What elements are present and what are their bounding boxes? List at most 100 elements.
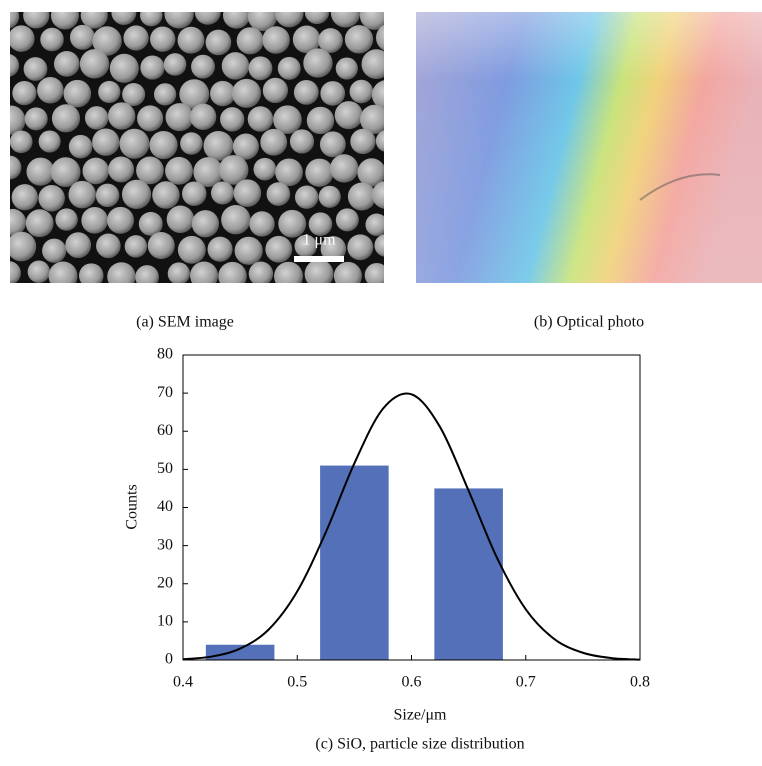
particle xyxy=(290,129,314,153)
particle xyxy=(23,2,49,28)
particle xyxy=(164,53,187,76)
particle xyxy=(265,236,292,263)
particle xyxy=(345,25,373,53)
particle xyxy=(164,0,193,28)
particle xyxy=(148,232,175,259)
particle xyxy=(137,105,163,131)
particle xyxy=(260,129,287,156)
particle xyxy=(168,262,190,284)
particle xyxy=(8,25,34,51)
particle xyxy=(262,26,290,54)
particle xyxy=(320,131,346,157)
particle xyxy=(218,262,247,291)
particle xyxy=(208,237,233,262)
y-tick-label: 20 xyxy=(157,574,173,591)
figure: 1 μm (a) SEM image (b) Optical photo (c)… xyxy=(0,0,762,761)
particle xyxy=(178,236,206,264)
y-tick-label: 10 xyxy=(157,613,173,630)
particle xyxy=(140,4,162,26)
particle xyxy=(350,80,374,104)
particle xyxy=(210,81,235,106)
particle xyxy=(232,79,261,108)
x-tick-label: 0.7 xyxy=(516,674,536,691)
particle xyxy=(222,52,250,80)
particle xyxy=(221,205,250,234)
particle xyxy=(275,158,303,186)
particle xyxy=(376,23,405,52)
particle xyxy=(254,158,277,181)
particle xyxy=(122,83,145,106)
particle xyxy=(80,49,109,78)
particle xyxy=(26,209,54,237)
particle xyxy=(122,180,151,209)
particle xyxy=(125,235,147,257)
particle xyxy=(267,182,291,206)
particle xyxy=(248,106,273,131)
particle xyxy=(64,80,92,108)
particle xyxy=(305,159,333,187)
particle xyxy=(40,28,64,52)
particle xyxy=(263,78,288,103)
particle xyxy=(235,237,263,265)
particle xyxy=(7,232,37,262)
particle xyxy=(278,57,301,80)
particle xyxy=(211,181,234,204)
fit-curve xyxy=(183,393,640,659)
y-tick-label: 40 xyxy=(157,498,173,515)
particle xyxy=(92,129,119,156)
particle xyxy=(38,185,65,212)
particle xyxy=(165,157,193,185)
particle xyxy=(330,154,358,182)
x-tick-label: 0.5 xyxy=(287,674,307,691)
particle xyxy=(52,104,80,132)
particle xyxy=(192,210,219,237)
particle xyxy=(182,181,206,205)
particle xyxy=(85,106,108,129)
particle xyxy=(28,261,50,283)
particle xyxy=(123,25,148,50)
particle xyxy=(37,77,64,104)
particle xyxy=(149,131,177,159)
particle xyxy=(110,54,139,83)
particle xyxy=(152,181,179,208)
particle xyxy=(167,206,195,234)
particle xyxy=(305,260,334,289)
x-tick-label: 0.4 xyxy=(173,674,193,691)
particle xyxy=(336,208,359,231)
particle xyxy=(83,158,110,185)
y-tick-label: 80 xyxy=(157,346,173,363)
particle xyxy=(237,27,264,54)
particle xyxy=(180,132,202,154)
particle xyxy=(275,0,304,27)
x-axis-label: Size/μm xyxy=(393,707,447,724)
particle xyxy=(54,51,80,77)
particle xyxy=(108,156,134,182)
x-tick-label: 0.8 xyxy=(630,674,650,691)
particle xyxy=(42,239,66,263)
particle xyxy=(319,186,341,208)
particle xyxy=(335,101,363,129)
y-tick-label: 50 xyxy=(157,460,173,477)
particle xyxy=(10,130,33,153)
particle xyxy=(166,103,194,131)
sem-image: 1 μm xyxy=(0,0,405,291)
particle xyxy=(49,262,78,291)
particle xyxy=(150,26,175,51)
y-tick-label: 0 xyxy=(165,651,173,668)
particle xyxy=(191,55,215,79)
y-tick-label: 30 xyxy=(157,536,173,553)
particle xyxy=(249,262,273,286)
particle xyxy=(295,185,318,208)
particle xyxy=(374,234,397,257)
particle xyxy=(0,209,26,236)
particle xyxy=(55,208,77,230)
particle xyxy=(178,27,205,54)
particle xyxy=(347,234,373,260)
y-tick-label: 60 xyxy=(157,422,173,439)
optical-photo xyxy=(416,12,762,283)
particle xyxy=(234,179,262,207)
particle xyxy=(303,48,332,77)
particle xyxy=(111,0,136,25)
particle xyxy=(98,81,120,103)
particle xyxy=(96,234,121,259)
